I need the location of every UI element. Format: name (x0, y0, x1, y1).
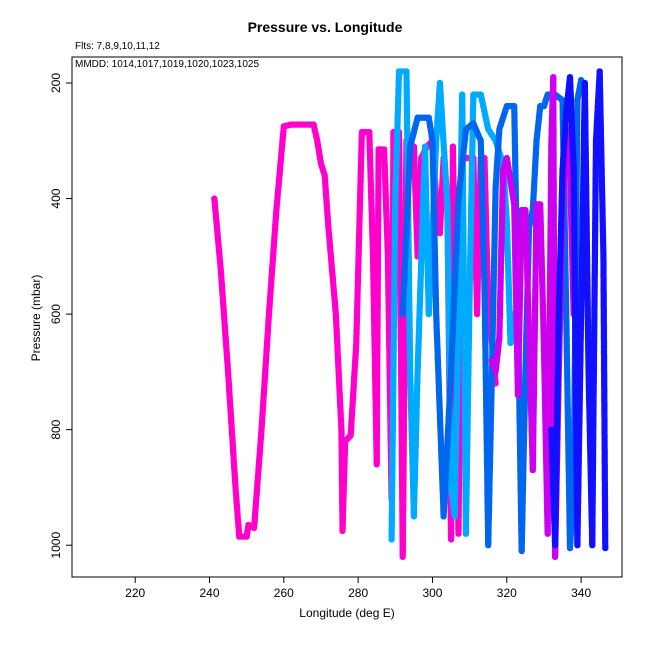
dates-note: MMDD: 1014,1017,1019,1020,1023,1025 (75, 59, 260, 70)
flights-note: Flts: 7,8,9,10,11,12 (75, 41, 160, 52)
chart-title: Pressure vs. Longitude (247, 19, 403, 35)
